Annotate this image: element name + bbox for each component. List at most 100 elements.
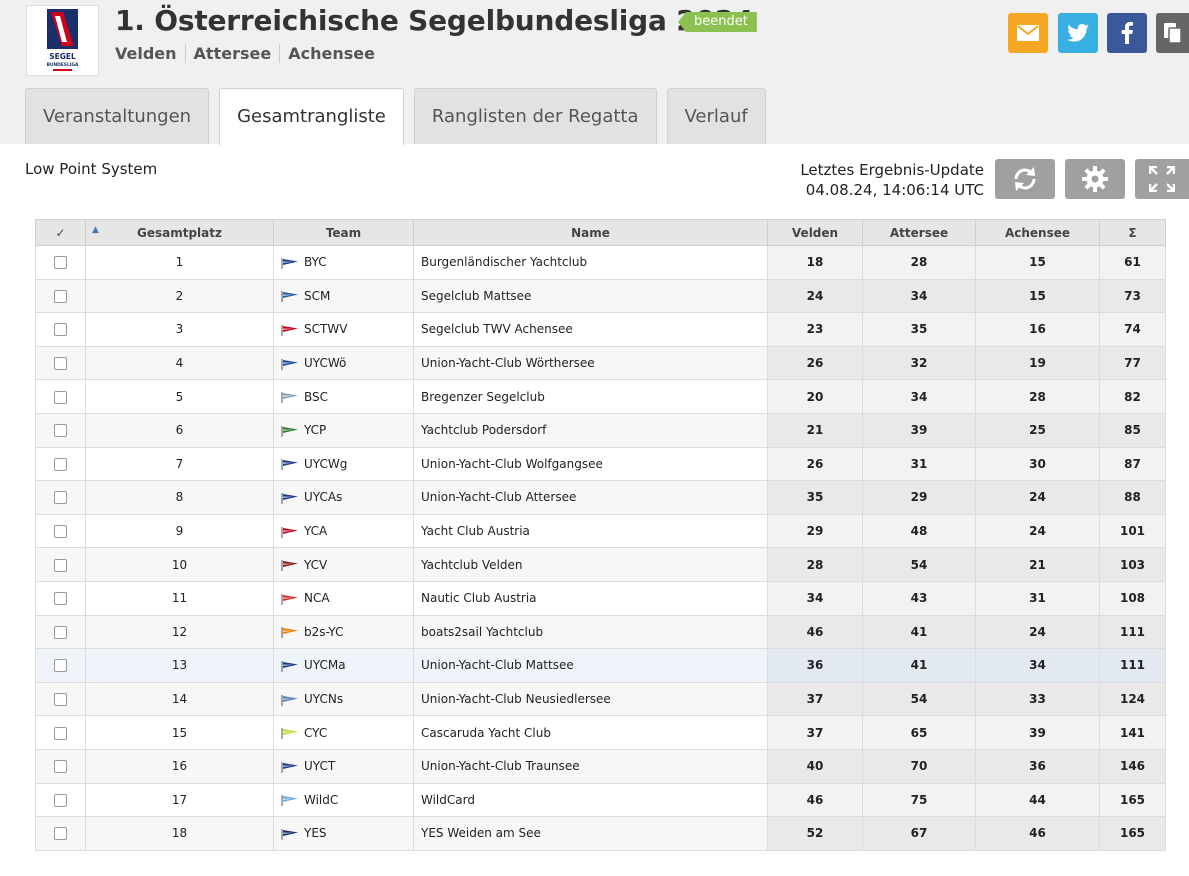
venue-velden[interactable]: Velden (115, 44, 177, 63)
attersee-points-cell: 29 (862, 480, 976, 515)
row-checkbox[interactable] (54, 693, 67, 707)
table-row[interactable]: 11 NCA Nautic Club Austria 34 43 31 108 (35, 580, 1166, 616)
row-select-cell (35, 816, 86, 851)
row-checkbox[interactable] (54, 289, 67, 303)
row-checkbox[interactable] (54, 256, 67, 270)
club-name-cell: Segelclub Mattsee (413, 278, 768, 314)
row-checkbox[interactable] (54, 827, 67, 841)
club-name-cell: Nautic Club Austria (413, 580, 768, 616)
team-cell: YCV (273, 547, 414, 582)
row-checkbox[interactable] (54, 659, 67, 673)
sum-column-header[interactable]: Σ (1099, 219, 1166, 246)
venue-attersee[interactable]: Attersee (184, 44, 280, 63)
table-row[interactable]: 3 SCTWV Segelclub TWV Achensee 23 35 16 74 (35, 312, 1166, 347)
team-abbr: b2s-YC (304, 624, 344, 639)
table-row[interactable]: 10 YCV Yachtclub Velden 28 54 21 103 (35, 547, 1166, 582)
name-column-header[interactable]: Name (413, 219, 768, 246)
row-checkbox[interactable] (54, 424, 67, 438)
table-row[interactable]: 18 YES YES Weiden am See 52 67 46 165 (35, 816, 1166, 851)
row-checkbox[interactable] (54, 592, 67, 606)
row-select-cell (35, 412, 86, 448)
table-row[interactable]: 12 b2s-YC boats2sail Yachtclub 46 41 24 111 (35, 614, 1166, 650)
total-points-cell: 165 (1099, 782, 1166, 818)
table-row[interactable]: 6 YCP Yachtclub Podersdorf 21 39 25 85 (35, 412, 1166, 448)
club-flag-icon (281, 593, 299, 605)
row-checkbox[interactable] (54, 625, 67, 639)
row-checkbox[interactable] (54, 357, 67, 371)
tab-gesamtrangliste[interactable]: Gesamtrangliste (219, 88, 404, 145)
velden-points-cell: 36 (767, 648, 863, 683)
place-cell: 15 (85, 715, 274, 750)
row-checkbox[interactable] (54, 558, 67, 572)
attersee-points-cell: 67 (862, 816, 976, 851)
total-points-cell: 74 (1099, 312, 1166, 347)
team-abbr: BYC (304, 255, 327, 270)
team-cell: SCM (273, 278, 414, 314)
row-checkbox[interactable] (54, 760, 67, 774)
row-select-cell (35, 278, 86, 314)
copy-link-button[interactable] (1156, 13, 1189, 53)
tab-ranglisten-der-regatta[interactable]: Ranglisten der Regatta (413, 88, 657, 144)
row-checkbox[interactable] (54, 726, 67, 740)
table-row[interactable]: 8 UYCAs Union-Yacht-Club Attersee 35 29 24 88 (35, 480, 1166, 515)
row-checkbox[interactable] (54, 323, 67, 337)
row-select-cell (35, 513, 86, 549)
table-row[interactable]: 9 YCA Yacht Club Austria 29 48 24 101 (35, 513, 1166, 549)
velden-points-cell: 29 (767, 513, 863, 549)
place-column-header[interactable]: ▲ Gesamtplatz (85, 219, 274, 246)
total-points-cell: 61 (1099, 245, 1166, 280)
row-checkbox[interactable] (54, 793, 67, 807)
venue-achensee[interactable]: Achensee (279, 44, 383, 63)
team-abbr: UYCMa (304, 658, 346, 673)
velden-points-cell: 26 (767, 345, 863, 381)
table-row[interactable]: 4 UYCWö Union-Yacht-Club Wörthersee 26 32 19 7… (35, 345, 1166, 381)
table-row[interactable]: 15 CYC Cascaruda Yacht Club 37 65 39 141 (35, 715, 1166, 750)
attersee-points-cell: 75 (862, 782, 976, 818)
team-column-header[interactable]: Team (273, 219, 414, 246)
club-flag-icon (281, 828, 299, 840)
select-column-header[interactable]: ✓ (35, 219, 86, 246)
row-checkbox[interactable] (54, 525, 67, 539)
attersee-points-cell: 54 (862, 547, 976, 582)
fullscreen-button[interactable] (1135, 159, 1189, 199)
team-abbr: NCA (304, 591, 330, 606)
place-cell: 5 (85, 379, 274, 414)
twitter-share-button[interactable] (1058, 13, 1098, 53)
row-select-cell (35, 681, 86, 717)
attersee-points-cell: 28 (862, 245, 976, 280)
tab-verlauf[interactable]: Verlauf (666, 88, 766, 144)
achensee-points-cell: 16 (975, 312, 1100, 347)
email-share-button[interactable] (1008, 13, 1048, 53)
last-update: Letztes Ergebnis-Update 04.08.24, 14:06:… (800, 160, 984, 200)
team-abbr: BSC (304, 389, 329, 404)
facebook-share-button[interactable] (1107, 13, 1147, 53)
refresh-button[interactable] (995, 159, 1055, 199)
team-abbr: UYCAs (304, 490, 343, 505)
row-select-cell (35, 345, 86, 381)
table-row[interactable]: 13 UYCMa Union-Yacht-Club Mattsee 36 41 34 111 (35, 648, 1166, 683)
row-checkbox[interactable] (54, 457, 67, 471)
table-row[interactable]: 1 BYC Burgenländischer Yachtclub 18 28 15 61 (35, 245, 1166, 280)
table-row[interactable]: 5 BSC Bregenzer Segelclub 20 34 28 82 (35, 379, 1166, 414)
attersee-points-cell: 70 (862, 748, 976, 784)
table-row[interactable]: 2 SCM Segelclub Mattsee 24 34 15 73 (35, 278, 1166, 314)
table-row[interactable]: 16 UYCT Union-Yacht-Club Traunsee 40 70 36 146 (35, 748, 1166, 784)
attersee-column-header[interactable]: Attersee (862, 219, 976, 246)
club-name-cell: Cascaruda Yacht Club (413, 715, 768, 750)
table-row[interactable]: 17 WildC WildCard 46 75 44 165 (35, 782, 1166, 818)
place-cell: 12 (85, 614, 274, 650)
row-checkbox[interactable] (54, 390, 67, 404)
attersee-points-cell: 39 (862, 412, 976, 448)
velden-points-cell: 35 (767, 480, 863, 515)
table-row[interactable]: 14 UYCNs Union-Yacht-Club Neusiedlersee 37 5… (35, 681, 1166, 717)
row-checkbox[interactable] (54, 491, 67, 505)
settings-button[interactable] (1065, 159, 1125, 199)
velden-column-header[interactable]: Velden (767, 219, 863, 246)
attersee-points-cell: 35 (862, 312, 976, 347)
achensee-column-header[interactable]: Achensee (975, 219, 1100, 246)
update-timestamp: 04.08.24, 14:06:14 UTC (805, 181, 984, 199)
velden-points-cell: 24 (767, 278, 863, 314)
club-flag-icon (281, 626, 299, 639)
tab-veranstaltungen[interactable]: Veranstaltungen (25, 88, 210, 144)
table-row[interactable]: 7 UYCWg Union-Yacht-Club Wolfgangsee 26 31 30… (35, 446, 1166, 482)
